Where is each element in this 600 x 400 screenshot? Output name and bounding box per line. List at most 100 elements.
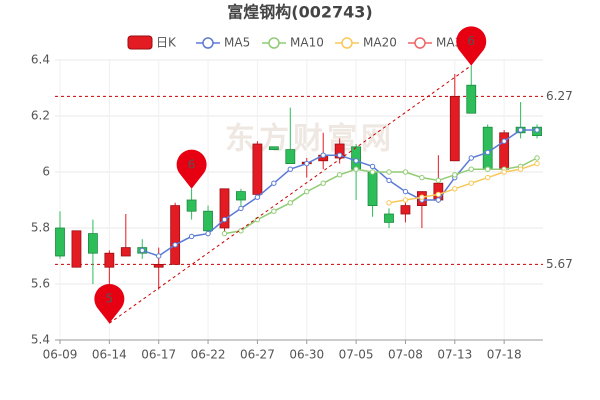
ma-point <box>435 191 442 198</box>
watermark: 东方财富网 <box>225 122 395 157</box>
candle-body <box>203 210 213 232</box>
y-tick-label: 6.4 <box>31 53 50 67</box>
x-tick-label: 07-13 <box>437 348 472 362</box>
x-tick-label: 06-30 <box>289 348 324 362</box>
ma-point <box>501 169 507 175</box>
ma-point <box>304 160 310 167</box>
ma-point <box>287 200 293 206</box>
candle-body <box>351 146 362 170</box>
candle-body <box>104 252 115 268</box>
ma-point <box>369 169 376 175</box>
pin-label: 5 <box>106 292 114 306</box>
ma-point <box>304 188 310 195</box>
candle-body <box>482 126 493 170</box>
y-tick-label: 5.4 <box>31 333 50 347</box>
x-tick-label: 07-05 <box>339 348 374 362</box>
ma-point <box>271 180 277 186</box>
ref-label: 5.67 <box>546 257 573 271</box>
chart-title: 富煌钢构(002743) <box>227 3 372 22</box>
ma-point <box>534 127 540 133</box>
ma-point <box>402 197 409 203</box>
candle-body <box>384 213 394 223</box>
ma-point <box>534 155 540 161</box>
ma-point <box>320 152 326 158</box>
pin <box>176 149 207 189</box>
candle-body <box>285 149 296 165</box>
ma-point <box>336 152 343 158</box>
legend-marker <box>268 37 280 49</box>
ma-point <box>468 155 474 161</box>
ma-point <box>534 160 540 167</box>
ma-line <box>224 157 538 235</box>
candle-body <box>252 143 263 195</box>
ma-point <box>369 163 376 170</box>
ma-point <box>435 177 442 184</box>
ma-point <box>501 138 507 144</box>
legend-marker <box>202 37 214 49</box>
candle-body <box>170 205 181 265</box>
y-tick-label: 5.8 <box>31 221 50 235</box>
legend-label: MA5 <box>224 36 250 50</box>
ma-point <box>353 158 359 164</box>
ma-point <box>485 166 491 172</box>
pin-label: 6 <box>188 157 196 171</box>
ma-point <box>386 200 392 206</box>
ma-point <box>419 194 425 200</box>
ma-point <box>320 180 326 186</box>
ma-point <box>271 208 277 214</box>
ma-point <box>485 149 491 156</box>
ma-point <box>221 216 228 223</box>
candle-body <box>153 263 164 268</box>
legend-marker <box>414 37 426 49</box>
candle-body <box>219 188 230 229</box>
ma-point <box>172 242 178 248</box>
legend-label: 日K <box>156 36 177 50</box>
y-tick-label: 6 <box>42 165 50 179</box>
ma-point <box>517 166 524 172</box>
x-tick-label: 06-17 <box>141 348 176 362</box>
ma-point <box>353 166 359 172</box>
candle-body <box>367 171 378 206</box>
ma-point <box>386 177 392 184</box>
ma-point <box>238 228 244 234</box>
ma-point <box>468 166 474 172</box>
legend-marker <box>341 37 353 49</box>
ma-point <box>188 233 195 240</box>
ma-point <box>386 169 392 175</box>
candle-body <box>120 247 131 257</box>
candle-body <box>88 233 98 254</box>
candle-body <box>186 199 197 212</box>
ma-point <box>287 166 293 172</box>
ma-point <box>485 174 491 181</box>
legend-swatch <box>127 35 153 50</box>
ma-point <box>452 186 458 192</box>
trend-line <box>109 65 472 324</box>
y-tick-label: 5.6 <box>31 277 50 291</box>
ma-point <box>402 188 409 195</box>
candle-body <box>71 230 82 268</box>
ma-point <box>238 205 244 212</box>
legend-label: MA20 <box>363 36 397 50</box>
ma-point <box>435 197 442 203</box>
ma-point <box>468 180 474 186</box>
candle-body <box>466 84 477 114</box>
x-tick-label: 07-08 <box>388 348 423 362</box>
ma-point <box>205 230 211 237</box>
legend-label: MA10 <box>290 36 324 50</box>
x-tick-label: 07-18 <box>487 348 522 362</box>
candle-body <box>400 205 411 215</box>
ma-point <box>419 174 425 181</box>
ma-line <box>388 162 538 204</box>
x-tick-label: 06-22 <box>191 348 226 362</box>
ma-point <box>336 172 343 178</box>
ma-point <box>139 247 145 254</box>
ma-point <box>156 253 162 259</box>
ma-point <box>402 169 409 175</box>
candle-body <box>449 96 460 162</box>
candle-body <box>236 191 246 201</box>
candle-body <box>334 143 345 159</box>
ref-label: 6.27 <box>546 89 573 103</box>
ma-point <box>221 230 228 237</box>
x-tick-label: 06-14 <box>92 348 127 362</box>
